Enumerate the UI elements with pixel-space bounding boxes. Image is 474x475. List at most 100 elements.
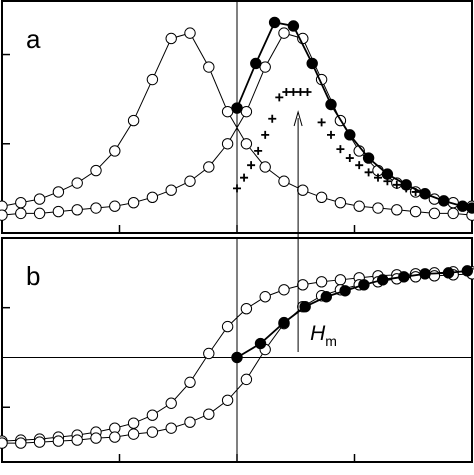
open-marker bbox=[109, 145, 121, 157]
open-marker bbox=[127, 196, 140, 209]
panel-label: a bbox=[26, 24, 41, 54]
open-marker bbox=[372, 202, 384, 214]
open-marker bbox=[278, 27, 290, 39]
open-marker bbox=[315, 191, 328, 204]
open-marker bbox=[203, 61, 215, 73]
open-marker bbox=[278, 175, 290, 187]
filled-marker bbox=[250, 57, 262, 70]
panel: a bbox=[0, 0, 474, 234]
open-marker bbox=[146, 409, 159, 421]
open-marker bbox=[0, 209, 8, 221]
plus-marker bbox=[327, 130, 335, 139]
open-marker bbox=[447, 207, 459, 220]
open-marker bbox=[259, 61, 271, 73]
plus-marker bbox=[282, 88, 291, 97]
filled-marker bbox=[254, 337, 267, 350]
open-marker bbox=[221, 320, 234, 333]
filled-marker bbox=[344, 129, 356, 141]
filled-marker bbox=[461, 265, 473, 277]
open-marker bbox=[428, 207, 441, 220]
open-marker bbox=[409, 205, 422, 218]
filled-marker bbox=[278, 316, 290, 329]
open-marker bbox=[52, 435, 65, 447]
arrow-head bbox=[293, 110, 303, 127]
open-marker bbox=[409, 271, 422, 283]
open-marker bbox=[165, 422, 177, 434]
open-marker bbox=[334, 196, 347, 209]
open-marker bbox=[127, 114, 140, 127]
open-marker bbox=[297, 279, 309, 291]
filled-marker bbox=[456, 200, 469, 212]
filled-marker bbox=[466, 202, 474, 214]
filled-marker bbox=[419, 268, 431, 280]
open-marker bbox=[15, 437, 27, 449]
plus-marker bbox=[421, 189, 429, 198]
filled-marker bbox=[320, 291, 332, 303]
open-marker bbox=[90, 432, 102, 444]
open-marker bbox=[52, 205, 65, 218]
plus-marker bbox=[268, 114, 277, 123]
plus-marker bbox=[233, 184, 241, 193]
plus-marker bbox=[240, 173, 249, 182]
filled-marker bbox=[398, 271, 410, 283]
plus-marker bbox=[296, 88, 305, 97]
plus-marker bbox=[383, 177, 392, 186]
plus-marker bbox=[275, 93, 284, 102]
plus-marker bbox=[336, 145, 345, 154]
plus-marker bbox=[317, 118, 326, 127]
open-marker bbox=[221, 394, 234, 406]
filled-marker bbox=[358, 279, 370, 291]
filled-marker bbox=[287, 20, 300, 32]
plus-marker bbox=[355, 161, 364, 170]
plus-marker bbox=[402, 184, 411, 193]
filled-marker bbox=[325, 98, 337, 111]
open-marker bbox=[184, 416, 196, 428]
open-marker bbox=[203, 347, 215, 360]
open-marker bbox=[428, 270, 441, 282]
filled-marker bbox=[306, 57, 318, 70]
open-marker bbox=[90, 164, 102, 177]
open-marker bbox=[391, 204, 403, 216]
open-marker bbox=[146, 426, 159, 438]
filled-marker bbox=[339, 285, 351, 297]
annotation-subscript: m bbox=[325, 333, 337, 349]
plus-marker bbox=[392, 180, 401, 189]
open-marker bbox=[15, 196, 27, 209]
filled-marker bbox=[438, 195, 450, 207]
open-marker bbox=[221, 138, 234, 150]
series-line bbox=[236, 269, 468, 359]
filled-marker bbox=[268, 16, 281, 29]
open-marker bbox=[240, 105, 253, 118]
panel: b bbox=[0, 237, 474, 463]
plus-marker bbox=[345, 154, 354, 163]
open-marker bbox=[109, 431, 121, 443]
open-marker bbox=[165, 397, 177, 409]
plus-marker bbox=[411, 187, 420, 196]
open-marker bbox=[240, 138, 253, 150]
plus-marker bbox=[303, 88, 312, 97]
open-marker bbox=[334, 274, 347, 286]
filled-marker bbox=[299, 300, 311, 313]
open-marker bbox=[71, 177, 83, 189]
open-marker bbox=[240, 373, 253, 386]
open-marker bbox=[165, 184, 177, 196]
open-marker bbox=[353, 200, 365, 212]
open-marker bbox=[33, 207, 46, 220]
plus-marker bbox=[261, 130, 270, 139]
open-marker bbox=[278, 284, 290, 296]
open-marker bbox=[33, 436, 46, 448]
open-marker bbox=[297, 184, 309, 196]
filled-marker bbox=[231, 351, 243, 364]
open-marker bbox=[259, 291, 271, 303]
plus-marker bbox=[254, 146, 263, 155]
open-marker bbox=[315, 276, 328, 288]
open-marker bbox=[184, 27, 196, 39]
open-marker bbox=[0, 437, 8, 449]
plus-marker bbox=[289, 88, 298, 97]
open-marker bbox=[146, 73, 159, 86]
open-marker bbox=[165, 32, 177, 45]
filled-marker bbox=[442, 267, 455, 279]
open-marker bbox=[15, 207, 27, 220]
